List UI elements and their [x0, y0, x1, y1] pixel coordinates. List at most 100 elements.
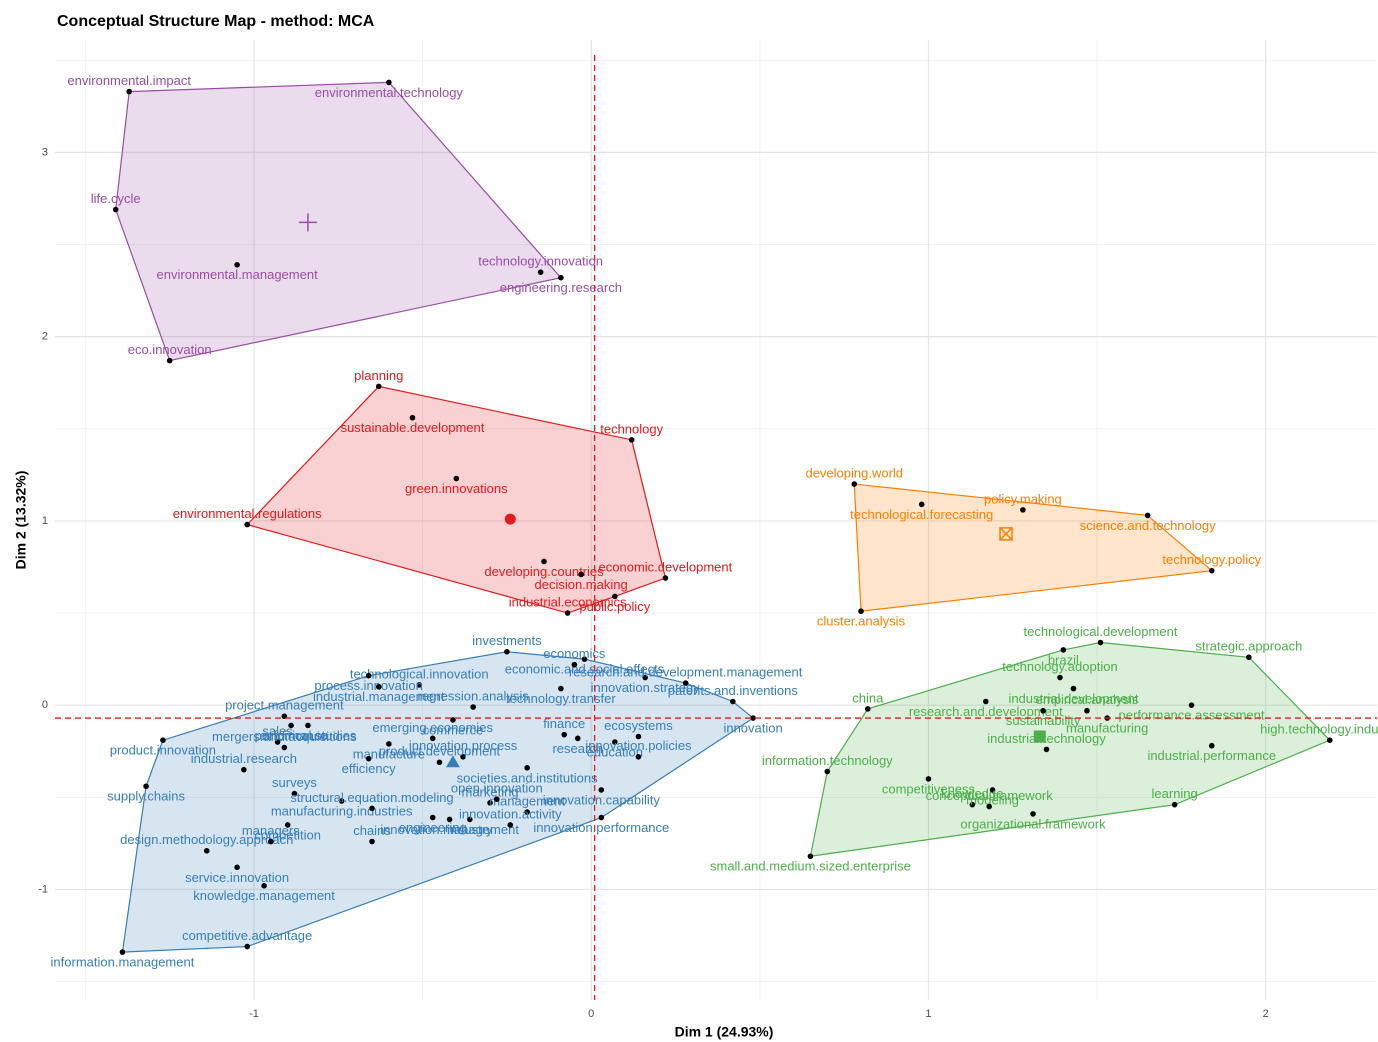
- point: [918, 501, 925, 508]
- point: [369, 838, 375, 845]
- point-label: conceptual.framework: [926, 788, 1054, 803]
- point-label: planning: [354, 368, 403, 383]
- point: [1246, 654, 1252, 661]
- point-label: competitiveness: [882, 781, 976, 796]
- point-label: technology.transfer: [506, 691, 616, 706]
- point-label: innovation.management: [380, 822, 519, 837]
- point: [578, 571, 584, 578]
- x-axis-label: Dim 1 (24.93%): [675, 1024, 774, 1040]
- point-label: service.innovation: [185, 870, 289, 885]
- point: [284, 822, 291, 828]
- point: [460, 753, 466, 760]
- cluster-hull: [115, 81, 562, 362]
- point-label: strategic.approach: [1195, 639, 1302, 654]
- point: [612, 593, 618, 600]
- point-label: patents.and.inventions: [668, 683, 799, 698]
- point: [416, 682, 423, 688]
- point-label: high.technology.industry: [1260, 722, 1378, 737]
- point: [1030, 811, 1036, 817]
- point-label: education: [587, 744, 643, 759]
- point-label: policy.making: [984, 491, 1062, 506]
- point-label: industrial.development: [1008, 691, 1138, 706]
- point: [561, 731, 568, 738]
- point: [234, 261, 240, 268]
- point-label: research.and.development.management: [569, 665, 803, 680]
- point: [541, 558, 547, 565]
- point: [598, 814, 605, 821]
- point: [537, 269, 544, 275]
- point: [1097, 639, 1104, 646]
- y-tick-label: 2: [42, 331, 48, 343]
- point-label: modeling: [966, 792, 1019, 807]
- cluster-hull: [121, 651, 755, 953]
- point-label: information.technology: [762, 753, 893, 768]
- point: [1070, 685, 1077, 692]
- point-label: competition: [254, 827, 320, 842]
- point: [166, 357, 173, 364]
- point-label: technological.innovation: [350, 666, 489, 681]
- point-label: engineering.research: [500, 280, 622, 295]
- point-label: organizational.framework: [960, 816, 1106, 831]
- point-label: competitive.advantage: [182, 928, 312, 943]
- point-label: life.cycle: [91, 191, 141, 206]
- point: [574, 735, 581, 742]
- point-label: technology: [600, 421, 663, 436]
- point: [986, 803, 992, 810]
- point: [450, 717, 456, 723]
- point-label: innovation.process: [409, 738, 518, 753]
- point-label: sustainability: [1006, 713, 1081, 728]
- point-label: commerce: [423, 722, 484, 737]
- point: [1084, 707, 1090, 714]
- point-label: empirical.analysis: [1036, 692, 1139, 707]
- point: [467, 816, 473, 823]
- point: [682, 680, 689, 686]
- point-label: finance: [543, 716, 585, 731]
- point: [446, 816, 453, 823]
- point-label: supply.chains: [107, 789, 185, 804]
- point: [1020, 507, 1026, 513]
- point-label: structural.equation.modeling: [290, 790, 453, 805]
- point: [662, 575, 669, 581]
- chart-title: Conceptual Structure Map - method: MCA: [57, 13, 375, 30]
- point-label: technological.forecasting: [850, 507, 993, 522]
- point: [642, 674, 648, 681]
- x-tick-label: 1: [925, 1008, 931, 1020]
- point-label: information.management: [51, 955, 195, 970]
- y-tick-label: 0: [42, 699, 48, 711]
- point: [824, 768, 831, 775]
- point-label: industrial.economics: [509, 594, 627, 609]
- centroid: [445, 755, 460, 768]
- point: [409, 414, 416, 421]
- point-label: technology.adoption: [1002, 659, 1117, 674]
- point: [274, 739, 281, 745]
- point-label: managers: [242, 823, 300, 838]
- point-label: knowledge.management: [193, 888, 335, 903]
- point-label: brazil: [1048, 652, 1079, 667]
- point: [429, 814, 436, 821]
- point: [851, 481, 858, 487]
- point: [119, 949, 126, 955]
- point-label: process.innovation: [314, 678, 422, 693]
- point-label: marketing: [462, 784, 519, 799]
- point-label: science.and.technology: [1080, 518, 1216, 533]
- point-label: china: [852, 690, 884, 705]
- point-label: environmental.impact: [67, 73, 191, 88]
- point-label: cluster.analysis: [817, 614, 906, 629]
- point-label: environmental.management: [157, 267, 319, 282]
- centroid: [298, 213, 317, 232]
- point: [234, 864, 240, 871]
- point-label: chains: [353, 823, 391, 838]
- centroid: [999, 527, 1013, 541]
- point-label: economics: [543, 646, 606, 661]
- y-axis-label: Dim 2 (13.32%): [13, 471, 29, 570]
- point: [487, 800, 493, 806]
- point-label: industrial.performance: [1147, 748, 1276, 763]
- point-label: economic.development: [599, 559, 733, 574]
- point: [493, 796, 500, 802]
- point: [143, 783, 149, 790]
- point: [564, 610, 571, 616]
- point-label: emerging.economies: [372, 720, 493, 735]
- point-label: technological.development: [1023, 624, 1177, 639]
- point-label: industrial.research: [191, 751, 297, 766]
